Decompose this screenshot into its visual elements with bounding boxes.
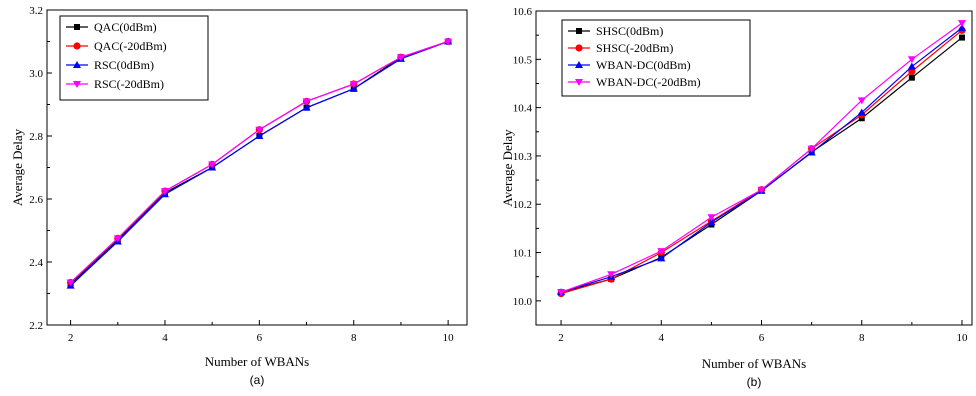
- data-point: [958, 34, 965, 41]
- plot-frame: [535, 10, 973, 326]
- legend-marker: [73, 42, 81, 50]
- y-tick-label: 3.0: [29, 68, 43, 80]
- data-point: [208, 161, 217, 169]
- x-tick-label: 4: [659, 332, 665, 344]
- y-tick-label: 2.4: [29, 257, 43, 269]
- data-point: [957, 20, 966, 28]
- x-tick-label: 4: [162, 332, 168, 344]
- legend-entry: WBAN-DC(0dBm): [596, 58, 691, 72]
- legend-marker: [575, 79, 583, 86]
- y-tick-label: 10.3: [513, 151, 533, 163]
- y-axis-label: Average Delay: [500, 129, 515, 207]
- data-point: [657, 254, 666, 262]
- data-point: [349, 84, 358, 92]
- data-point: [255, 126, 264, 134]
- data-point: [302, 103, 311, 111]
- panel-caption: (a): [250, 373, 265, 387]
- data-point: [707, 214, 716, 222]
- x-tick-label: 2: [68, 332, 74, 344]
- legend-marker: [73, 61, 81, 68]
- data-point: [302, 98, 311, 106]
- legend-entry: RSC(-20dBm): [94, 77, 164, 91]
- data-point: [857, 97, 866, 105]
- x-tick-label: 10: [443, 332, 455, 344]
- legend-entry: WBAN-DC(-20dBm): [596, 75, 701, 89]
- series-WBAN-DC(-20dBm): [557, 20, 966, 297]
- chart-panel-b: 10.0 10.1 10.2 10.3 10.4 10.5 10.6 2 4 6 8 10 Number…: [500, 6, 973, 389]
- y-tick-label: 2.2: [29, 320, 43, 332]
- data-point: [757, 186, 766, 194]
- x-tick-label: 10: [956, 332, 968, 344]
- legend-box: [561, 19, 751, 97]
- y-tick-label: 10.1: [513, 248, 532, 260]
- y-tick-label: 2.6: [29, 194, 43, 206]
- legend: QAC(0dBm) QAC(-20dBm) RSC(0dBm) RSC(-20dBm): [59, 15, 209, 101]
- x-axis-label: Number of WBANs: [205, 354, 309, 369]
- data-point: [657, 248, 666, 256]
- legend: SHSC(0dBm) SHSC(-20dBm) WBAN-DC(0dBm) WBAN-…: [561, 19, 751, 97]
- data-point: [707, 218, 716, 226]
- x-tick-label: 8: [351, 332, 357, 344]
- legend-entry: QAC(-20dBm): [94, 39, 167, 53]
- panel-caption: (b): [747, 375, 762, 389]
- y-tick-label: 10.0: [513, 296, 533, 308]
- legend-entry: RSC(0dBm): [94, 58, 154, 72]
- legend-entry: SHSC(0dBm): [596, 24, 663, 38]
- data-point: [349, 81, 358, 89]
- data-point: [907, 56, 916, 64]
- legend-marker: [576, 28, 582, 34]
- legend-marker: [74, 24, 80, 30]
- data-point: [557, 289, 566, 297]
- y-tick-label: 10.4: [513, 103, 533, 115]
- y-tick-label: 10.6: [513, 6, 533, 18]
- legend-entry: SHSC(-20dBm): [596, 41, 673, 55]
- x-tick-label: 6: [759, 332, 765, 344]
- data-point: [857, 108, 866, 116]
- x-tick-label: 8: [859, 332, 865, 344]
- data-point: [66, 279, 75, 287]
- data-point: [113, 235, 122, 243]
- data-point: [607, 271, 616, 279]
- y-axis-label: Average Delay: [10, 128, 25, 206]
- data-point: [908, 74, 915, 81]
- legend-entry: QAC(0dBm): [94, 20, 157, 34]
- data-point: [957, 23, 966, 31]
- chart-panel-a: 2.2 2.4 2.6 2.8 3.0 3.2 2 4 6 8 10 Number of WBANs A…: [10, 5, 468, 387]
- legend-marker: [73, 81, 81, 88]
- y-tick-label: 10.5: [513, 54, 533, 66]
- data-point: [160, 188, 169, 196]
- x-tick-label: 6: [257, 332, 263, 344]
- y-tick-label: 10.2: [513, 199, 532, 211]
- data-point: [444, 38, 453, 46]
- data-point: [396, 54, 405, 62]
- data-point: [908, 67, 916, 75]
- y-tick-label: 3.2: [29, 5, 43, 17]
- data-point: [255, 132, 264, 139]
- legend-marker: [575, 44, 583, 52]
- x-tick-label: 2: [558, 332, 564, 344]
- series-RSC(-20dBm): [66, 38, 453, 287]
- x-axis-label: Number of WBANs: [702, 356, 806, 371]
- legend-box: [59, 15, 209, 101]
- y-tick-label: 2.8: [29, 131, 43, 143]
- legend-marker: [575, 61, 583, 68]
- data-point: [807, 145, 816, 153]
- data-point: [907, 62, 916, 70]
